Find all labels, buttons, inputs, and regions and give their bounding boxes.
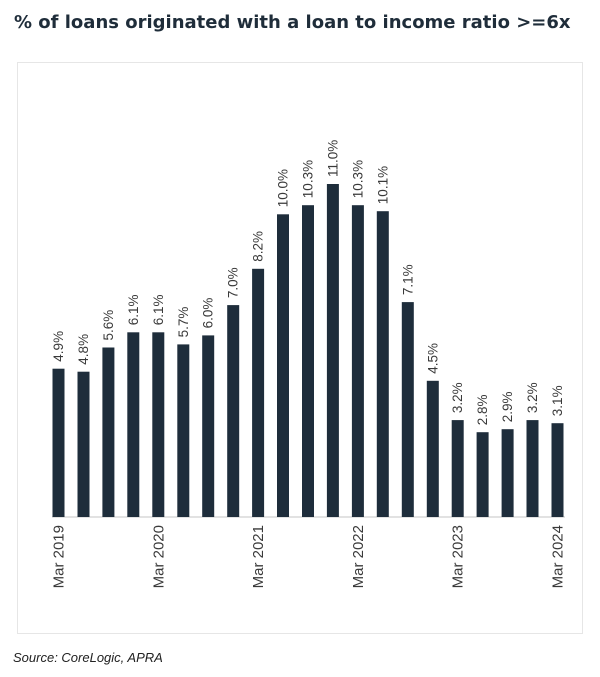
source-note: Source: CoreLogic, APRA xyxy=(13,650,163,665)
bar xyxy=(252,268,265,517)
bar xyxy=(52,368,65,517)
bar xyxy=(177,344,190,517)
data-label: 11.0% xyxy=(325,140,340,177)
data-label: 2.8% xyxy=(475,394,490,425)
data-labels-group: 4.9% 4.8% 5.6% 6.1% 6.1% 5.7% 6.0% 7.0% 8.2% 10.0… xyxy=(51,140,565,425)
bar xyxy=(526,420,539,517)
data-label: 4.8% xyxy=(76,334,91,365)
data-label: 10.0% xyxy=(276,169,291,207)
bar xyxy=(376,211,389,517)
data-label: 3.2% xyxy=(450,382,465,413)
bar xyxy=(277,214,289,518)
data-label: 10.1% xyxy=(375,166,390,204)
x-tick-label: Mar 2023 xyxy=(450,525,467,588)
bar xyxy=(152,332,165,517)
x-tick-label: Mar 2021 xyxy=(250,525,267,588)
data-label: 6.1% xyxy=(126,295,141,326)
data-label: 5.7% xyxy=(176,307,191,338)
data-label: 3.2% xyxy=(525,382,540,413)
bar xyxy=(401,302,414,517)
bar xyxy=(476,432,489,517)
x-tick-labels-group: Mar 2019 Mar 2020 Mar 2021 Mar 2022 Mar 2023… xyxy=(51,525,567,588)
data-label: 6.0% xyxy=(201,298,216,329)
bar xyxy=(77,371,90,517)
x-tick-label: Mar 2020 xyxy=(150,525,167,588)
bar xyxy=(227,305,240,517)
bar xyxy=(302,205,314,517)
bar xyxy=(426,380,439,517)
bar xyxy=(501,429,514,517)
x-tick-label: Mar 2022 xyxy=(350,525,367,588)
bar xyxy=(102,347,115,517)
bar xyxy=(351,205,364,517)
data-label: 3.1% xyxy=(550,385,565,416)
x-tick-label: Mar 2024 xyxy=(550,525,567,588)
data-label: 8.2% xyxy=(251,231,266,262)
bar xyxy=(326,184,339,517)
data-label: 6.1% xyxy=(151,295,166,326)
x-tick-label: Mar 2019 xyxy=(51,525,68,588)
bar xyxy=(451,420,464,517)
data-label: 10.3% xyxy=(301,160,316,198)
chart-frame xyxy=(17,62,583,634)
bars-group xyxy=(52,184,564,518)
data-label: 10.3% xyxy=(350,160,365,198)
data-label: 5.6% xyxy=(101,310,116,341)
chart-title: % of loans originated with a loan to inc… xyxy=(14,12,571,33)
bar xyxy=(127,332,140,517)
data-label: 7.1% xyxy=(400,264,415,295)
bar xyxy=(202,335,215,517)
data-label: 4.9% xyxy=(51,331,66,362)
data-label: 2.9% xyxy=(500,391,515,422)
data-label: 4.5% xyxy=(425,343,440,374)
data-label: 7.0% xyxy=(226,267,241,298)
bar xyxy=(551,423,564,517)
